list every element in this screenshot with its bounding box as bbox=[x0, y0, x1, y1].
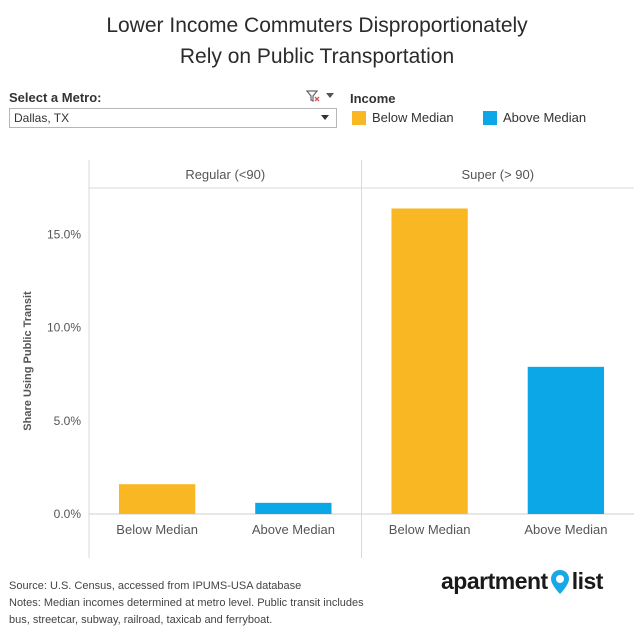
legend-swatch-below-median bbox=[352, 110, 366, 125]
legend-item-above-median[interactable]: Above Median bbox=[483, 110, 586, 125]
y-tick-label-3: 15.0% bbox=[47, 228, 81, 242]
chevron-down-icon[interactable] bbox=[321, 115, 329, 120]
filter-menu-icon[interactable] bbox=[326, 93, 334, 99]
category-label-1-1: Above Median bbox=[524, 522, 607, 537]
footer-notes-line-1: Notes: Median incomes determined at metr… bbox=[9, 597, 364, 609]
footer-notes: Source: U.S. Census, accessed from IPUMS… bbox=[9, 578, 364, 629]
bar-0-1 bbox=[255, 502, 332, 514]
metro-filter-label: Select a Metro: bbox=[9, 90, 102, 105]
title-line-2: Rely on Public Transportation bbox=[179, 45, 455, 68]
logo-text-apartment: apartment bbox=[441, 568, 548, 594]
legend-swatch-above-median bbox=[483, 110, 497, 125]
metro-select-value: Dallas, TX bbox=[14, 111, 70, 125]
clear-filter-icon[interactable] bbox=[306, 90, 320, 102]
legend-item-below-median[interactable]: Below Median bbox=[352, 110, 454, 125]
map-pin-icon bbox=[550, 569, 569, 594]
category-label-1-0: Below Median bbox=[389, 522, 471, 537]
category-label-0-1: Above Median bbox=[252, 522, 335, 537]
bar-0-0 bbox=[118, 484, 196, 514]
category-label-0-0: Below Median bbox=[116, 522, 198, 537]
apartment-list-logo: apartment list bbox=[441, 568, 603, 595]
y-axis-label: Share Using Public Transit bbox=[22, 291, 34, 431]
metro-select[interactable]: Dallas, TX bbox=[9, 108, 337, 128]
panel-header-1: Super (> 90) bbox=[461, 167, 534, 182]
legend-label-above-median: Above Median bbox=[503, 110, 587, 125]
y-tick-label-1: 5.0% bbox=[54, 414, 82, 428]
legend-title: Income bbox=[350, 91, 396, 106]
filter-tools bbox=[306, 90, 334, 102]
y-tick-label-0: 0.0% bbox=[54, 507, 82, 521]
y-tick-label-2: 10.0% bbox=[47, 321, 81, 335]
logo-text-list: list bbox=[571, 568, 604, 594]
legend-label-below-median: Below Median bbox=[372, 110, 454, 125]
panel-header-0: Regular (<90) bbox=[185, 167, 265, 182]
title-line-1: Lower Income Commuters Disproportionatel… bbox=[106, 14, 528, 37]
footer-source: Source: U.S. Census, accessed from IPUMS… bbox=[9, 580, 302, 592]
chart-title: Lower Income Commuters Disproportionatel… bbox=[0, 10, 634, 72]
bar-1-0 bbox=[391, 208, 468, 514]
footer-notes-line-2: bus, streetcar, subway, railroad, taxica… bbox=[9, 614, 273, 626]
bar-1-1 bbox=[527, 366, 605, 514]
